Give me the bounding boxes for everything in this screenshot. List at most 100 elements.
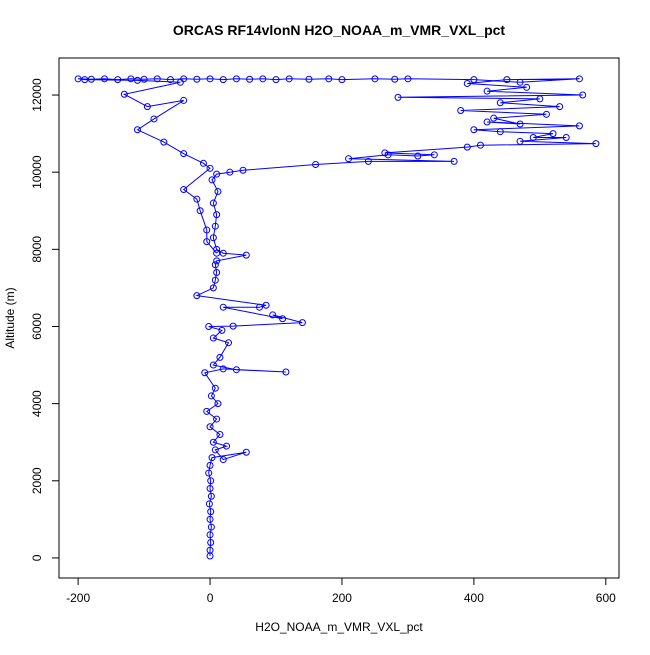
data-point — [206, 485, 214, 493]
data-point — [463, 143, 471, 151]
data-point — [483, 87, 491, 95]
data-point — [285, 75, 293, 83]
data-point — [516, 137, 524, 145]
data-point — [259, 75, 267, 83]
data-point — [483, 118, 491, 126]
data-point — [205, 500, 213, 508]
data-point — [205, 469, 213, 477]
data-point — [262, 301, 270, 309]
x-axis-label: H2O_NOAA_m_VMR_VXL_pct — [255, 620, 423, 634]
data-point — [207, 539, 215, 547]
data-point — [211, 446, 219, 454]
data-point — [201, 369, 209, 377]
y-axis-label: Altitude (m) — [3, 287, 17, 348]
data-point — [219, 249, 227, 257]
data-point — [213, 249, 221, 257]
x-tick-label: 200 — [332, 591, 352, 605]
y-tick-label: 6000 — [30, 313, 44, 340]
data-point — [457, 106, 465, 114]
data-point — [272, 76, 280, 84]
data-point — [229, 322, 237, 330]
data-point — [209, 199, 217, 207]
data-point — [226, 168, 234, 176]
data-point — [214, 187, 222, 195]
data-point — [414, 152, 422, 160]
data-point — [199, 159, 207, 167]
data-point — [140, 75, 148, 83]
data-point — [209, 438, 217, 446]
data-point — [133, 126, 141, 134]
data-point — [246, 75, 254, 83]
data-point — [575, 122, 583, 130]
data-point — [153, 75, 161, 83]
x-tick-label: 0 — [207, 591, 214, 605]
data-point — [180, 150, 188, 158]
data-point — [207, 508, 215, 516]
y-tick-label: 0 — [30, 554, 44, 561]
data-point — [592, 140, 600, 148]
data-point — [503, 76, 511, 84]
data-point — [193, 195, 201, 203]
data-point — [143, 103, 151, 111]
data-point — [101, 75, 109, 83]
data-point — [203, 407, 211, 415]
y-tick-label: 4000 — [30, 390, 44, 417]
data-point — [209, 284, 217, 292]
data-point — [345, 155, 353, 163]
data-point — [120, 90, 128, 98]
data-point — [529, 133, 537, 141]
data-point — [470, 76, 478, 84]
data-point — [206, 164, 214, 172]
data-point — [394, 93, 402, 101]
data-point — [239, 166, 247, 174]
data-point — [160, 138, 168, 146]
data-point — [371, 75, 379, 83]
x-tick-label: 400 — [464, 591, 484, 605]
data-point — [211, 384, 219, 392]
data-point — [207, 392, 215, 400]
y-tick-label: 12000 — [30, 78, 44, 112]
data-point — [219, 76, 227, 84]
data-point — [575, 75, 583, 83]
data-point — [213, 415, 221, 423]
data-point — [206, 546, 214, 554]
data-point — [206, 531, 214, 539]
data-point — [219, 456, 227, 464]
y-tick-label: 2000 — [30, 467, 44, 494]
data-point — [214, 400, 222, 408]
data-point — [216, 430, 224, 438]
data-point — [232, 366, 240, 374]
data-point — [305, 75, 313, 83]
data-point — [364, 157, 372, 165]
data-point — [213, 245, 221, 253]
data-point — [213, 257, 221, 265]
data-point — [225, 339, 233, 347]
data-point — [470, 126, 478, 134]
data-point — [404, 75, 412, 83]
data-point — [279, 315, 287, 323]
data-point — [74, 75, 82, 83]
data-point — [536, 95, 544, 103]
data-point — [476, 141, 484, 149]
data-point — [208, 454, 216, 462]
data-point — [391, 75, 399, 83]
data-point — [213, 211, 221, 219]
data-point — [127, 75, 135, 83]
data-point — [193, 292, 201, 300]
data-point — [206, 461, 214, 469]
data-point — [114, 76, 122, 84]
data-point — [490, 114, 498, 122]
data-point — [206, 423, 214, 431]
data-point — [516, 78, 524, 86]
data-point — [496, 128, 504, 136]
data-point — [209, 234, 217, 242]
data-point — [203, 238, 211, 246]
data-point — [180, 186, 188, 194]
data-point — [298, 319, 306, 327]
data-point — [579, 91, 587, 99]
y-tick-label: 10000 — [30, 155, 44, 189]
data-point — [209, 361, 217, 369]
data-point — [496, 99, 504, 107]
data-point — [338, 76, 346, 84]
